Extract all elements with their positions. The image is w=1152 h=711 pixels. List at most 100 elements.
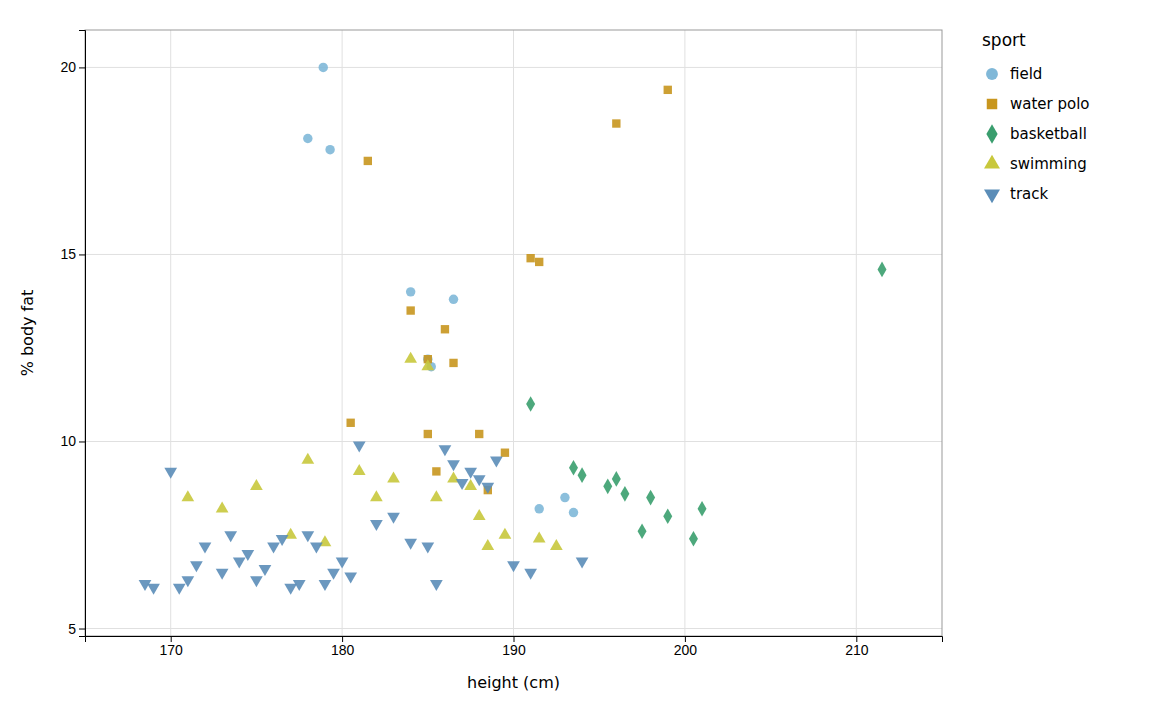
- grid-line: [342, 30, 343, 636]
- point: [612, 119, 620, 127]
- point: [569, 460, 578, 476]
- y-axis-title: % body fat: [18, 290, 37, 377]
- point: [284, 584, 297, 595]
- tick: 210: [845, 636, 869, 658]
- grid-line: [170, 30, 171, 636]
- tick-label: 170: [160, 642, 184, 658]
- point: [507, 561, 520, 572]
- grid-line: [85, 441, 942, 442]
- axis-line: [79, 31, 86, 637]
- tick: 15: [60, 246, 85, 262]
- point: [620, 486, 629, 502]
- point: [370, 490, 383, 501]
- grid-line: [513, 30, 514, 636]
- tick: 200: [674, 636, 698, 658]
- legend-swatch: [986, 124, 997, 144]
- point: [550, 539, 563, 550]
- point: [535, 258, 543, 266]
- point: [430, 490, 443, 501]
- point: [698, 501, 707, 517]
- point: [560, 493, 569, 502]
- grid-line: [85, 254, 942, 255]
- point: [250, 479, 263, 490]
- point: [267, 543, 280, 554]
- point: [173, 584, 186, 595]
- series: [139, 442, 589, 595]
- point: [224, 531, 237, 542]
- point: [646, 490, 655, 506]
- point: [501, 449, 509, 457]
- point: [325, 145, 334, 154]
- legend: sportfieldwater polobasketballswimmingtr…: [982, 30, 1090, 203]
- tick: 180: [331, 636, 355, 658]
- grid-line: [85, 67, 942, 68]
- point: [441, 325, 449, 333]
- point: [364, 157, 372, 165]
- point: [499, 528, 512, 539]
- point: [534, 504, 543, 513]
- legend-item: swimming: [984, 155, 1087, 173]
- tick-label: 15: [60, 246, 76, 262]
- point: [190, 561, 203, 572]
- tick-mark: [79, 254, 85, 255]
- point: [293, 580, 306, 591]
- grid-line: [85, 628, 942, 629]
- legend-item: field: [986, 65, 1042, 83]
- point: [490, 457, 503, 468]
- point: [406, 287, 415, 296]
- series: [303, 63, 578, 518]
- point: [387, 513, 400, 524]
- point: [603, 479, 612, 495]
- point: [447, 460, 460, 471]
- point: [259, 565, 272, 576]
- point: [336, 558, 349, 569]
- chart: 1701801902002105101520height (cm)% body …: [0, 0, 1152, 711]
- point: [439, 445, 452, 456]
- point: [216, 569, 229, 580]
- tick-label: 200: [674, 642, 698, 658]
- tick-mark: [79, 67, 85, 68]
- point: [578, 467, 587, 483]
- point: [147, 584, 160, 595]
- tick: 170: [160, 636, 184, 658]
- point: [303, 134, 312, 143]
- tick-label: 5: [68, 620, 76, 636]
- point: [181, 490, 194, 501]
- point: [449, 359, 457, 367]
- series: [346, 86, 671, 495]
- point: [301, 531, 314, 542]
- legend-swatch: [984, 155, 1000, 169]
- legend-label: basketball: [1010, 125, 1087, 143]
- tick-label: 10: [60, 433, 76, 449]
- point: [421, 543, 434, 554]
- y-axis: 5 10 15 20: [60, 31, 85, 637]
- legend-item: water polo: [987, 95, 1090, 113]
- point: [664, 86, 672, 94]
- point: [526, 396, 535, 412]
- point: [404, 352, 417, 363]
- point: [250, 576, 263, 587]
- point: [310, 543, 323, 554]
- point: [689, 531, 698, 547]
- tick-mark: [79, 629, 85, 630]
- point: [878, 262, 887, 278]
- point: [424, 430, 432, 438]
- grid-line: [684, 30, 685, 636]
- point: [319, 580, 332, 591]
- tick-label: 180: [331, 642, 355, 658]
- point: [456, 479, 469, 490]
- point: [276, 535, 289, 546]
- point: [449, 295, 458, 304]
- point: [353, 464, 366, 475]
- tick: 20: [60, 59, 85, 75]
- x-axis-title: height (cm): [467, 673, 560, 692]
- point: [404, 539, 417, 550]
- tick-label: 20: [60, 59, 76, 75]
- legend-label: water polo: [1010, 95, 1090, 113]
- point: [370, 520, 383, 531]
- grid-line: [856, 30, 857, 636]
- point: [199, 543, 212, 554]
- legend-swatch: [984, 189, 1000, 203]
- plot-frame: [85, 30, 942, 636]
- point: [475, 430, 483, 438]
